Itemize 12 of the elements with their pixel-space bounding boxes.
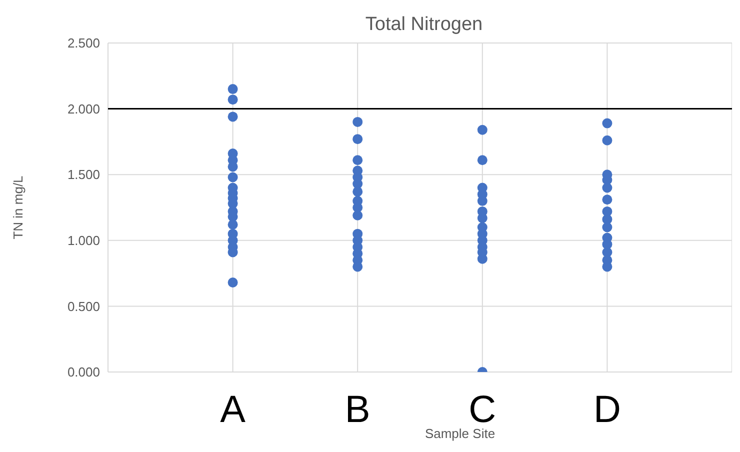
y-tick-label: 1.000 <box>67 233 100 248</box>
y-tick-label: 2.500 <box>67 36 100 51</box>
y-tick-label: 2.000 <box>67 101 100 116</box>
x-axis-title: Sample Site <box>424 426 496 441</box>
x-tick-label: B <box>344 389 370 431</box>
y-tick-label: 1.500 <box>67 167 100 182</box>
x-tick-label: A <box>220 389 246 431</box>
y-axis-title: TN in mg/L <box>10 176 26 240</box>
y-tick-label: 0.000 <box>67 364 100 380</box>
chart-title: Total Nitrogen <box>365 14 483 35</box>
y-tick-label: 0.500 <box>67 298 100 314</box>
x-tick-label: D <box>593 389 621 431</box>
